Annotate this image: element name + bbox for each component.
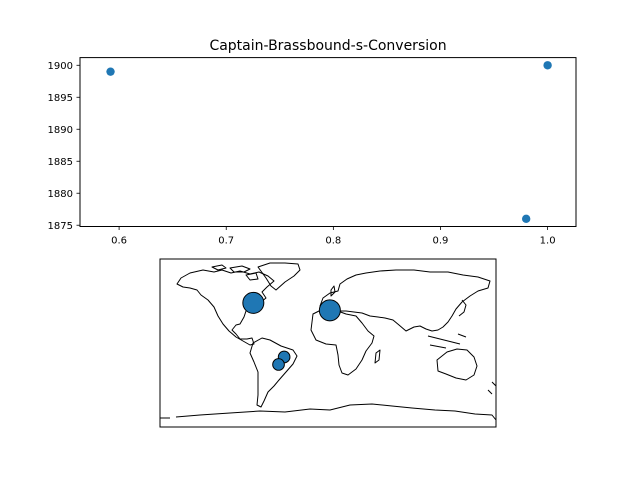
x-tick-label: 0.7 [218, 236, 234, 247]
scatter-point [543, 61, 552, 70]
uk-coastline [330, 285, 336, 297]
southeast-asia-islands [427, 333, 467, 349]
map-frame [159, 258, 497, 428]
scatter-point [521, 214, 531, 224]
world-map [159, 258, 497, 428]
australia-coastline [436, 348, 478, 381]
y-tick-label: 1880 [48, 189, 73, 200]
new-zealand-coastline [487, 381, 496, 395]
scatter-plot: Captain-Brassbound-s-Conversion 0.6 0.7 0.… [48, 38, 577, 247]
chart-title: Captain-Brassbound-s-Conversion [209, 38, 446, 54]
x-tick-label: 1.0 [540, 236, 556, 247]
map-bubble [318, 299, 341, 322]
north-america-coastline [176, 269, 275, 346]
x-tick-label: 0.6 [111, 236, 127, 247]
antarctica-coastline [160, 403, 496, 427]
plot-area [79, 57, 577, 227]
africa-coastline [310, 308, 375, 376]
madagascar-coastline [374, 349, 381, 364]
scatter-point [106, 67, 115, 76]
data-points [106, 61, 552, 224]
map-background [160, 259, 496, 427]
x-axis: 0.6 0.7 0.8 0.9 1.0 [111, 226, 556, 247]
map-bubble [242, 291, 265, 314]
south-america-coastline [249, 337, 298, 408]
y-tick-label: 1890 [48, 125, 73, 136]
map-bubble [272, 358, 285, 371]
greenland-coastline [257, 262, 301, 291]
eurasia-coastline [319, 269, 491, 332]
x-tick-label: 0.8 [325, 236, 341, 247]
y-axis: 1875 1880 1885 1890 1895 1900 [48, 61, 80, 232]
japan-coastline [458, 299, 467, 317]
y-tick-label: 1900 [48, 61, 73, 72]
x-tick-label: 0.9 [433, 236, 449, 247]
y-tick-label: 1875 [48, 221, 73, 232]
map-data-points [242, 291, 341, 371]
y-tick-label: 1885 [48, 157, 73, 168]
y-tick-label: 1895 [48, 93, 73, 104]
arctic-islands [211, 264, 259, 281]
